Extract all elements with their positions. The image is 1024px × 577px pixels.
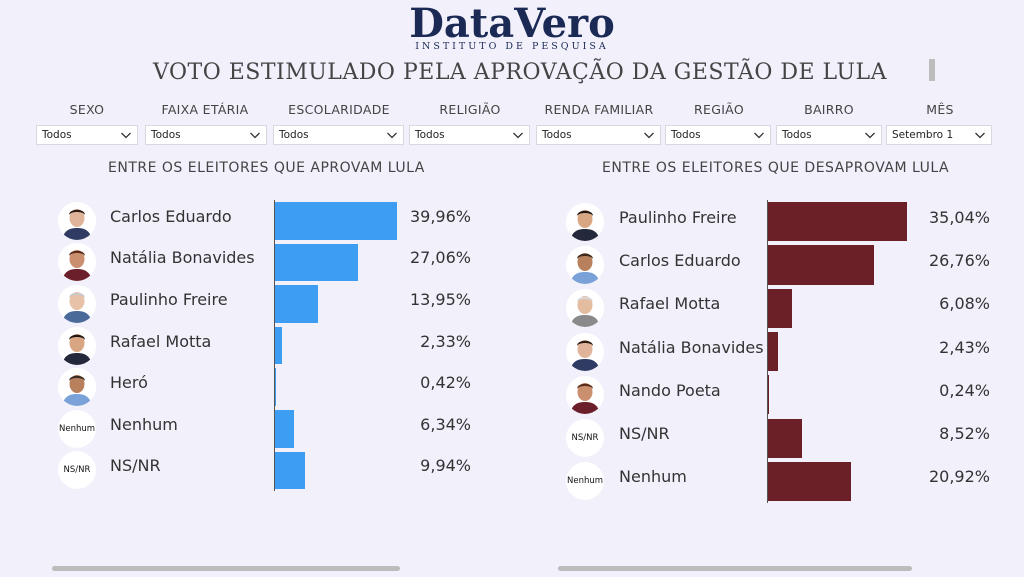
bar-2[interactable] xyxy=(768,245,875,285)
filter-label-6: REGIÃO xyxy=(694,102,744,117)
candidate-photo xyxy=(566,202,604,241)
candidate-name: Natália Bonavides xyxy=(110,248,255,268)
chevron-down-icon xyxy=(120,129,132,141)
bar-1[interactable] xyxy=(275,202,397,240)
chevron-down-icon xyxy=(512,129,524,141)
candidate-name: Nando Poeta xyxy=(619,380,721,400)
candidate-name: Heró xyxy=(110,373,148,393)
bar-7[interactable] xyxy=(275,451,306,490)
filter-select-3[interactable]: Todos xyxy=(273,125,404,145)
bar-5[interactable] xyxy=(275,368,277,406)
bar-6[interactable] xyxy=(275,410,295,448)
chevron-down-icon xyxy=(974,129,986,141)
bar-4[interactable] xyxy=(275,326,283,365)
candidate-avatar-label: NS/NR xyxy=(58,451,96,490)
chevron-down-icon xyxy=(249,129,261,141)
value-label: 27,06% xyxy=(409,248,471,268)
page-title: VOTO ESTIMULADO PELA APROVAÇÃO DA GESTÃO… xyxy=(152,60,887,85)
filter-select-value: Todos xyxy=(542,129,572,141)
filter-select-2[interactable]: Todos xyxy=(145,125,267,145)
candidate-name: Rafael Motta xyxy=(110,331,212,351)
candidate-photo xyxy=(566,375,604,414)
vertical-scroll-handle[interactable] xyxy=(929,59,935,81)
value-label: 6,34% xyxy=(420,414,471,434)
candidate-avatar-label: NS/NR xyxy=(566,419,604,458)
value-label: 6,08% xyxy=(939,294,990,314)
candidate-name: Nenhum xyxy=(110,414,178,434)
chart-axis xyxy=(767,200,768,504)
filter-select-value: Todos xyxy=(151,129,181,141)
filter-label-7: BAIRRO xyxy=(804,102,854,117)
bar-5[interactable] xyxy=(768,375,769,415)
value-label: 9,94% xyxy=(420,456,471,476)
filter-select-value: Todos xyxy=(279,129,309,141)
bar-6[interactable] xyxy=(768,418,802,458)
filter-label-1: SEXO xyxy=(69,102,105,117)
value-label: 2,33% xyxy=(420,331,471,351)
filter-select-value: Setembro 1 xyxy=(892,129,954,141)
candidate-name: Carlos Eduardo xyxy=(619,250,741,270)
candidate-avatar-label: Nenhum xyxy=(566,462,604,501)
candidate-avatar-label: Nenhum xyxy=(58,409,96,448)
filter-select-5[interactable]: Todos xyxy=(536,125,661,145)
filter-select-6[interactable]: Todos xyxy=(665,125,771,145)
candidate-photo xyxy=(58,201,96,240)
value-label: 0,42% xyxy=(420,373,471,393)
value-label: 35,04% xyxy=(928,207,990,227)
value-label: 2,43% xyxy=(939,337,990,357)
datavero-logo: DataVero INSTITUTO DE PESQUISA xyxy=(0,2,1024,52)
candidate-name: NS/NR xyxy=(619,424,670,444)
bar-3[interactable] xyxy=(768,288,793,328)
filter-label-8: MÊS xyxy=(926,102,954,117)
chart-title: ENTRE OS ELEITORES QUE APROVAM LULA xyxy=(108,160,425,176)
candidate-name: Nenhum xyxy=(619,467,687,487)
filter-label-4: RELIGIÃO xyxy=(439,102,501,117)
candidate-photo xyxy=(566,289,604,328)
chevron-down-icon xyxy=(643,129,655,141)
candidate-name: Paulinho Freire xyxy=(619,207,737,227)
chevron-down-icon xyxy=(753,129,765,141)
value-label: 39,96% xyxy=(409,206,471,226)
candidate-photo xyxy=(58,285,96,323)
filter-select-value: Todos xyxy=(782,129,812,141)
candidate-photo xyxy=(58,368,96,407)
filter-select-value: Todos xyxy=(42,129,72,141)
filter-select-value: Todos xyxy=(671,129,701,141)
value-label: 13,95% xyxy=(409,290,471,309)
logo-main-text: DataVero xyxy=(409,0,615,47)
bar-3[interactable] xyxy=(275,285,318,323)
value-label: 20,92% xyxy=(928,467,990,487)
left-horizontal-scrollbar[interactable] xyxy=(52,566,400,571)
filter-label-5: RENDA FAMILIAR xyxy=(544,102,654,117)
bar-2[interactable] xyxy=(275,243,358,282)
filter-select-4[interactable]: Todos xyxy=(409,125,530,145)
candidate-name: Natália Bonavides xyxy=(619,337,764,357)
chevron-down-icon xyxy=(386,129,398,141)
chart-title: ENTRE OS ELEITORES QUE DESAPROVAM LULA xyxy=(602,160,950,176)
filter-label-2: FAIXA ETÁRIA xyxy=(161,102,249,117)
filter-select-value: Todos xyxy=(415,129,445,141)
bar-7[interactable] xyxy=(768,461,851,502)
candidate-name: Carlos Eduardo xyxy=(110,206,232,226)
filter-select-1[interactable]: Todos xyxy=(36,125,138,145)
filter-label-3: ESCOLARIDADE xyxy=(288,102,390,117)
value-label: 26,76% xyxy=(928,250,990,270)
filter-select-8[interactable]: Setembro 1 xyxy=(886,125,992,145)
candidate-name: NS/NR xyxy=(110,456,161,476)
candidate-photo xyxy=(58,243,96,282)
bar-1[interactable] xyxy=(768,202,907,242)
candidate-photo xyxy=(58,326,96,365)
candidate-name: Rafael Motta xyxy=(619,294,721,314)
candidate-photo xyxy=(566,332,604,371)
value-label: 8,52% xyxy=(939,424,990,444)
candidate-name: Paulinho Freire xyxy=(110,290,228,309)
bar-4[interactable] xyxy=(768,331,778,372)
right-horizontal-scrollbar[interactable] xyxy=(558,566,912,571)
chevron-down-icon xyxy=(864,129,876,141)
chart-axis xyxy=(274,200,275,492)
value-label: 0,24% xyxy=(939,380,990,400)
candidate-photo xyxy=(566,245,604,284)
filter-select-7[interactable]: Todos xyxy=(776,125,882,145)
logo-sub-text: INSTITUTO DE PESQUISA xyxy=(415,41,609,52)
